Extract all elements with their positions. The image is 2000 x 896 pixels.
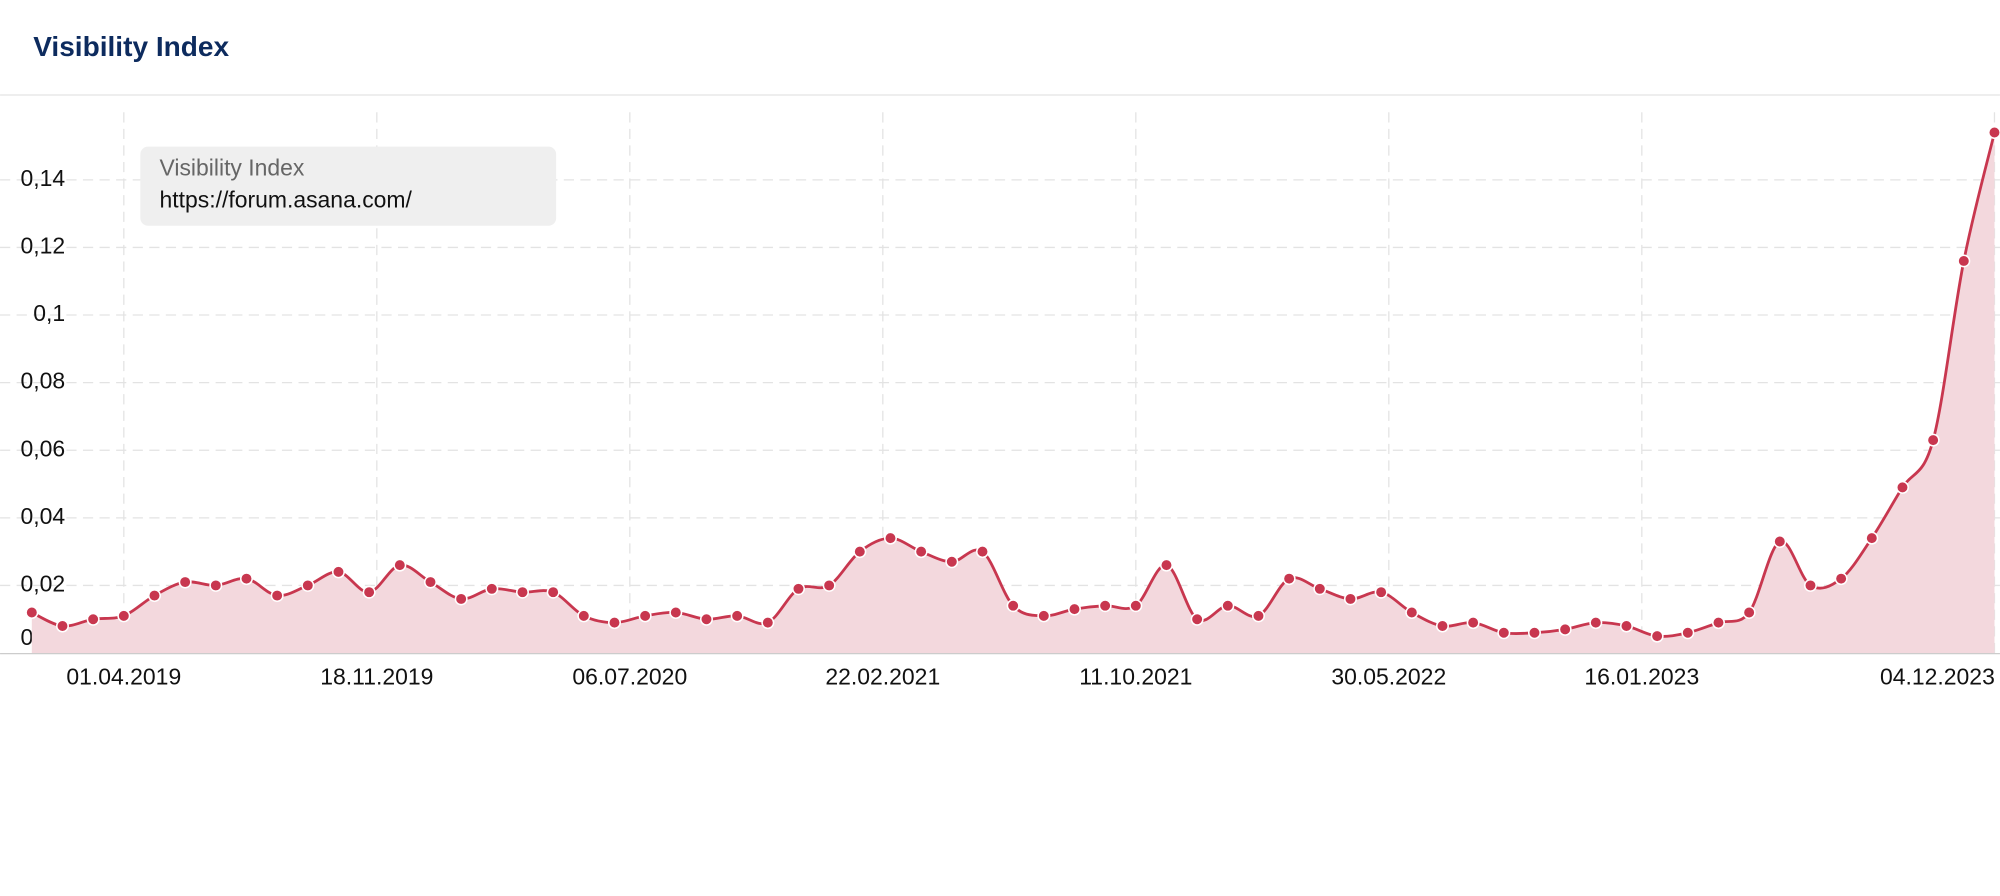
data-point bbox=[883, 531, 897, 545]
data-point bbox=[1221, 599, 1235, 613]
y-tick-label: 0,06 bbox=[20, 435, 65, 461]
data-point bbox=[730, 609, 744, 623]
data-point bbox=[239, 572, 253, 586]
data-point bbox=[1067, 602, 1081, 616]
data-point bbox=[1650, 629, 1664, 643]
legend-title: Visibility Index bbox=[159, 155, 304, 181]
data-point bbox=[1834, 572, 1848, 586]
data-point bbox=[1343, 592, 1357, 606]
data-point bbox=[393, 558, 407, 572]
data-point bbox=[1589, 616, 1603, 630]
data-point bbox=[1926, 433, 1940, 447]
data-point bbox=[1711, 616, 1725, 630]
data-point bbox=[914, 545, 928, 559]
data-point bbox=[1405, 605, 1419, 619]
x-tick-label: 04.12.2023 bbox=[1880, 664, 1995, 690]
data-point bbox=[117, 609, 131, 623]
data-point bbox=[1619, 619, 1633, 633]
y-tick-label: 0,14 bbox=[20, 165, 65, 191]
x-tick-label: 22.02.2021 bbox=[825, 664, 940, 690]
area bbox=[31, 132, 1995, 654]
data-point bbox=[331, 565, 345, 579]
data-point bbox=[975, 545, 989, 559]
data-point bbox=[853, 545, 867, 559]
data-point bbox=[1987, 126, 2000, 140]
data-point bbox=[577, 609, 591, 623]
data-point bbox=[1435, 619, 1449, 633]
x-tick-label: 30.05.2022 bbox=[1331, 664, 1446, 690]
data-point bbox=[55, 619, 69, 633]
data-point bbox=[1957, 254, 1971, 268]
data-point bbox=[699, 612, 713, 626]
data-point bbox=[1497, 626, 1511, 640]
data-point bbox=[1742, 605, 1756, 619]
data-point bbox=[546, 585, 560, 599]
data-point bbox=[1037, 609, 1051, 623]
x-tick-label: 06.07.2020 bbox=[572, 664, 687, 690]
data-point bbox=[301, 578, 315, 592]
y-tick-label: 0,04 bbox=[20, 503, 65, 529]
data-point bbox=[86, 612, 100, 626]
legend-entry: https://forum.asana.com/ bbox=[159, 187, 412, 213]
data-point bbox=[791, 582, 805, 596]
y-tick-label: 0,02 bbox=[20, 570, 65, 596]
data-point bbox=[1773, 534, 1787, 548]
data-point bbox=[515, 585, 529, 599]
data-point bbox=[822, 578, 836, 592]
y-tick-label: 0,1 bbox=[33, 300, 65, 326]
data-point bbox=[485, 582, 499, 596]
data-point bbox=[1527, 626, 1541, 640]
y-tick-label: 0,12 bbox=[20, 232, 65, 258]
data-point bbox=[1006, 599, 1020, 613]
data-point bbox=[1865, 531, 1879, 545]
grid: 0 0,02 0,04 0,06 0,08 0,1 0,12 0,14 01.04.2019 18… bbox=[0, 112, 2000, 690]
data-point bbox=[147, 589, 161, 603]
data-point bbox=[270, 589, 284, 603]
data-point bbox=[1129, 599, 1143, 613]
legend-box bbox=[140, 146, 557, 226]
x-tick-label: 01.04.2019 bbox=[66, 664, 181, 690]
data-point bbox=[1159, 558, 1173, 572]
chart-title: Visibility Index bbox=[33, 31, 229, 62]
data-point bbox=[1895, 480, 1909, 494]
data-point bbox=[1803, 578, 1817, 592]
y-tick-label: 0,08 bbox=[20, 368, 65, 394]
data-point bbox=[761, 616, 775, 630]
data-point bbox=[1098, 599, 1112, 613]
x-tick-label: 18.11.2019 bbox=[320, 664, 433, 690]
data-point bbox=[423, 575, 437, 589]
data-point bbox=[1190, 612, 1204, 626]
data-point bbox=[178, 575, 192, 589]
data-point bbox=[362, 585, 376, 599]
x-tick-label: 11.10.2021 bbox=[1079, 664, 1192, 690]
x-tick-label: 16.01.2023 bbox=[1584, 664, 1699, 690]
data-point bbox=[669, 605, 683, 619]
data-point bbox=[454, 592, 468, 606]
data-point bbox=[1251, 609, 1265, 623]
data-point bbox=[1313, 582, 1327, 596]
data-point bbox=[1466, 616, 1480, 630]
data-point bbox=[1374, 585, 1388, 599]
data-point bbox=[1282, 572, 1296, 586]
data-point bbox=[1681, 626, 1695, 640]
plot bbox=[25, 126, 2000, 654]
y-tick-label: 0 bbox=[20, 624, 33, 650]
data-point bbox=[25, 605, 39, 619]
data-point bbox=[945, 555, 959, 569]
data-point bbox=[638, 609, 652, 623]
data-point bbox=[1558, 622, 1572, 636]
data-point bbox=[209, 578, 223, 592]
data-point bbox=[607, 616, 621, 630]
